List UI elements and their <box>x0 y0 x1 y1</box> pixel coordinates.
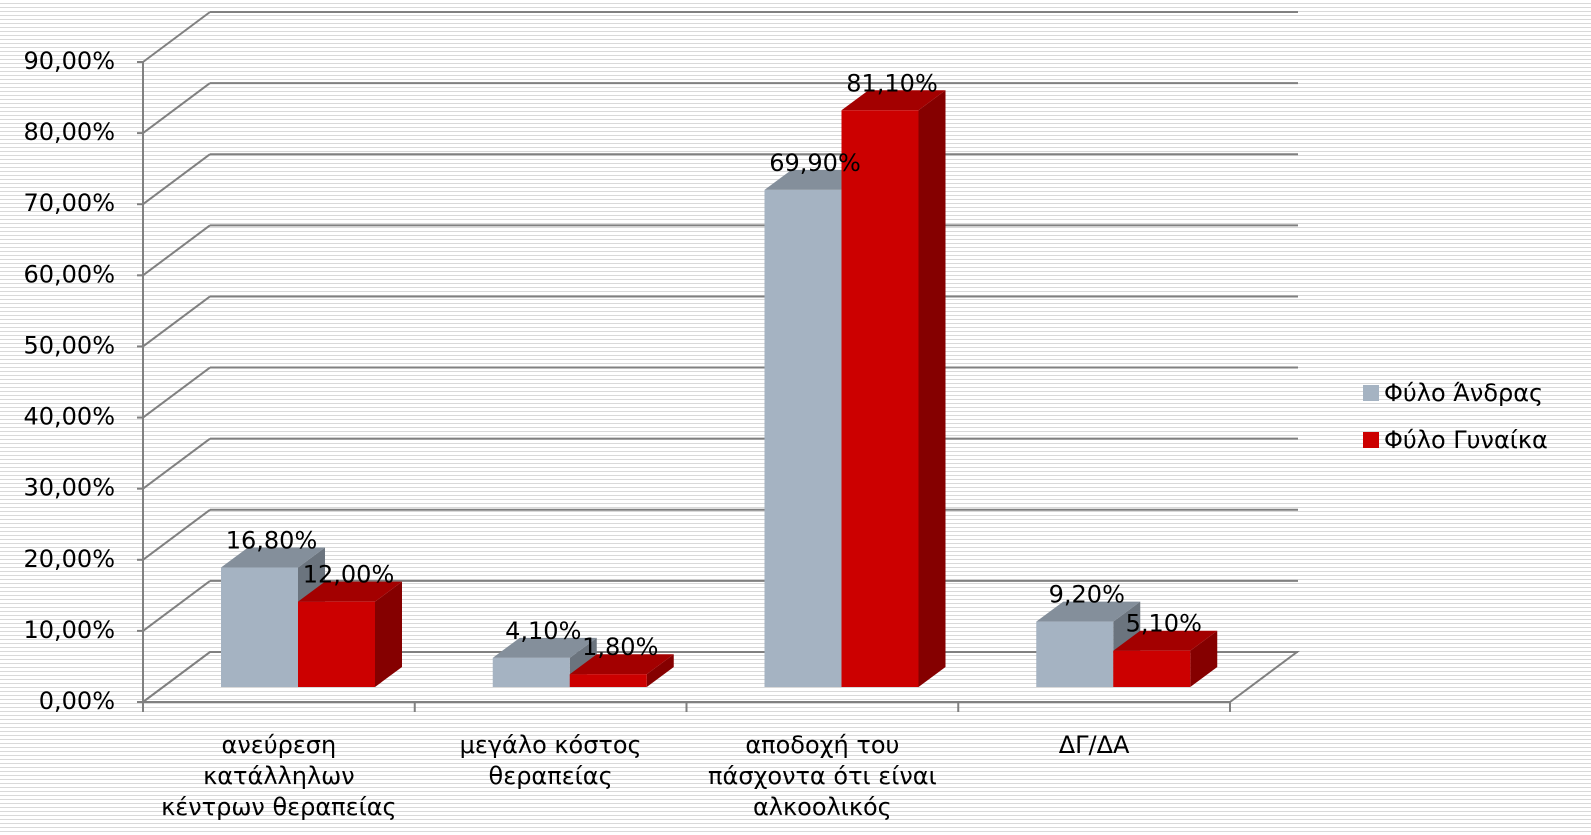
legend-label: Φύλο Άνδρας <box>1384 379 1543 407</box>
y-tick-label: 70,00% <box>23 189 115 217</box>
data-label: 81,10% <box>846 69 938 97</box>
y-tick-label: 80,00% <box>23 118 115 146</box>
grid-line <box>142 508 211 561</box>
grid-line <box>142 651 211 703</box>
bar-side <box>1190 630 1218 687</box>
grid-line <box>142 11 211 63</box>
y-tick-label: 0,00% <box>39 687 115 715</box>
bar <box>841 110 919 688</box>
y-tick-label: 60,00% <box>23 260 115 288</box>
legend-swatch <box>1363 432 1379 448</box>
y-tick-label: 90,00% <box>23 47 115 75</box>
y-tick-label: 40,00% <box>23 403 115 431</box>
bar <box>298 601 375 687</box>
grid-line <box>142 580 211 632</box>
bar <box>1113 650 1191 687</box>
data-label: 69,90% <box>769 149 861 177</box>
grid-line <box>142 366 211 419</box>
bar <box>764 189 842 687</box>
bar-top <box>1113 630 1218 651</box>
grid-line <box>142 82 211 134</box>
grid-line <box>142 153 211 206</box>
y-tick-label: 30,00% <box>23 474 115 502</box>
x-tick-label: μεγάλο κόστος θεραπείας <box>459 731 642 790</box>
x-tick-label: αποδοχή του πάσχοντα ότι είναι αλκοολικό… <box>708 731 937 821</box>
grid-line <box>142 437 211 490</box>
bar-top <box>298 581 402 602</box>
bar-top <box>841 90 946 111</box>
x-tick-label: ανεύρεση κατάλληλων κέντρων θεραπείας <box>161 731 397 821</box>
data-label: 4,10% <box>505 617 581 645</box>
data-label: 5,10% <box>1126 610 1202 638</box>
legend-swatch <box>1363 385 1379 401</box>
grid-line <box>142 295 211 348</box>
bar-side <box>918 90 946 688</box>
y-tick-label: 20,00% <box>23 545 115 573</box>
bar <box>221 567 298 687</box>
data-label: 16,80% <box>226 527 318 555</box>
grid-line <box>142 224 211 277</box>
data-label: 9,20% <box>1049 581 1125 609</box>
bar <box>569 674 647 687</box>
bar-top <box>221 547 325 568</box>
legend-label: Φύλο Γυναίκα <box>1384 426 1548 454</box>
bar-top <box>1036 601 1141 622</box>
data-label: 1,80% <box>582 633 658 661</box>
data-label: 12,00% <box>303 561 395 589</box>
bar-top <box>569 654 674 675</box>
y-tick-label: 50,00% <box>23 331 115 359</box>
bar-side <box>375 581 402 687</box>
bar-side <box>646 654 674 687</box>
y-tick-label: 10,00% <box>23 616 115 644</box>
bar <box>492 657 570 687</box>
bar <box>1036 621 1114 687</box>
x-tick-label: ΔΓ/ΔΑ <box>1058 731 1130 759</box>
bar-top <box>492 637 597 658</box>
